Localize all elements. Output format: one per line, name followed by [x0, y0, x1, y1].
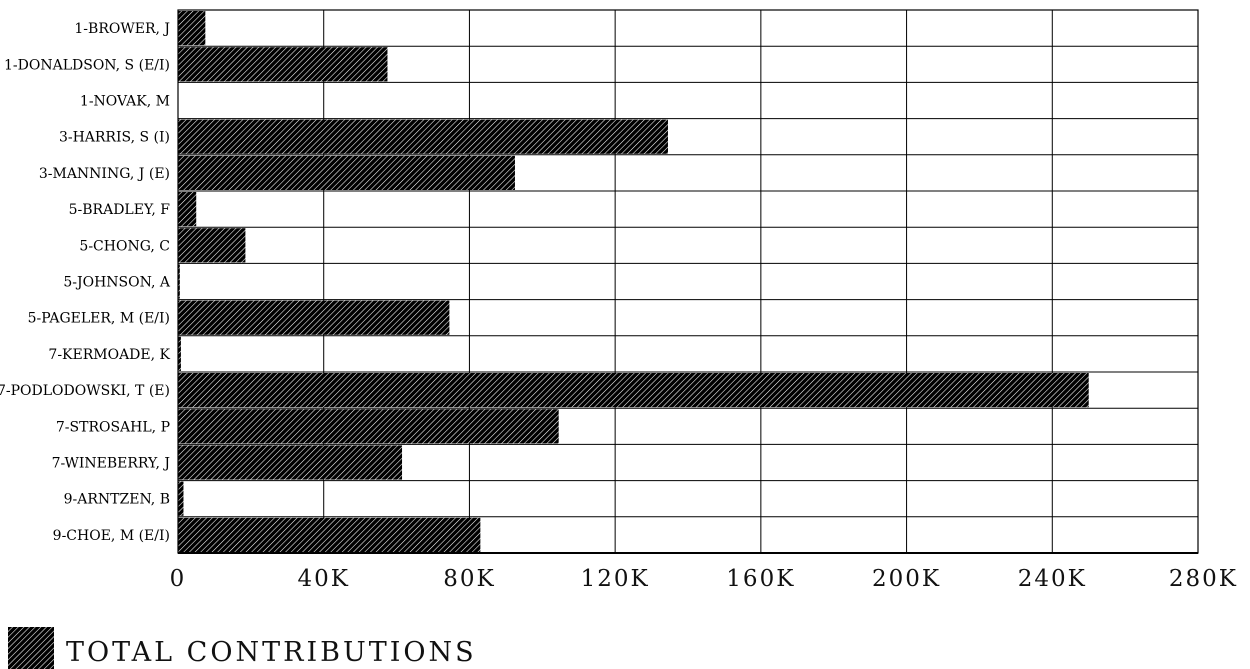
bar	[178, 336, 181, 371]
category-label: 9-ARNTZEN, B	[64, 492, 170, 508]
x-tick-labels: 0 40K 80K 120K 160K 200K 240K 280K	[170, 566, 1238, 592]
category-label: 3-MANNING, J (E)	[39, 166, 170, 182]
x-tick-label: 40K	[297, 566, 349, 592]
category-label: 1-BROWER, J	[74, 21, 170, 37]
bar	[178, 373, 1089, 408]
category-label: 7-KERMOADE, K	[48, 347, 170, 363]
bar	[178, 155, 515, 190]
category-label: 5-JOHNSON, A	[63, 275, 171, 291]
category-label: 7-WINEBERRY, J	[52, 456, 170, 472]
x-tick-label: 240K	[1018, 566, 1087, 592]
category-label: 7-PODLODOWSKI, T (E)	[0, 383, 170, 399]
category-label: 5-PAGELER, M (E/I)	[28, 311, 170, 327]
category-label: 5-BRADLEY, F	[69, 202, 171, 218]
category-label: 7-STROSAHL, P	[56, 419, 170, 435]
bars	[178, 11, 1089, 552]
category-label: 3-HARRIS, S (I)	[59, 130, 170, 146]
bar	[178, 192, 197, 227]
bar	[178, 517, 481, 552]
category-labels: 1-BROWER, J 1-DONALDSON, S (E/I) 1-NOVAK, …	[0, 21, 171, 544]
legend-label: TOTAL CONTRIBUTIONS	[66, 637, 477, 668]
legend-swatch	[8, 627, 54, 669]
bar	[178, 300, 450, 335]
grid-lines	[177, 10, 1199, 553]
x-tick-label: 120K	[581, 566, 650, 592]
bar	[178, 228, 246, 263]
x-tick-label: 200K	[872, 566, 941, 592]
bar	[178, 445, 403, 480]
x-tick-label: 0	[170, 566, 187, 592]
bar	[178, 11, 206, 46]
x-tick-label: 160K	[726, 566, 795, 592]
bar	[178, 47, 388, 82]
plot-frame	[177, 9, 1199, 554]
bar	[178, 264, 180, 299]
x-tick-label: 280K	[1169, 566, 1238, 592]
bar	[178, 481, 184, 516]
category-label: 1-NOVAK, M	[80, 94, 170, 110]
category-label: 9-CHOE, M (E/I)	[53, 528, 170, 544]
x-tick-label: 80K	[443, 566, 495, 592]
category-label: 1-DONALDSON, S (E/I)	[4, 57, 170, 73]
category-label: 5-CHONG, C	[79, 238, 170, 254]
bar	[178, 409, 559, 444]
legend: TOTAL CONTRIBUTIONS	[8, 627, 477, 669]
bar	[178, 119, 668, 154]
